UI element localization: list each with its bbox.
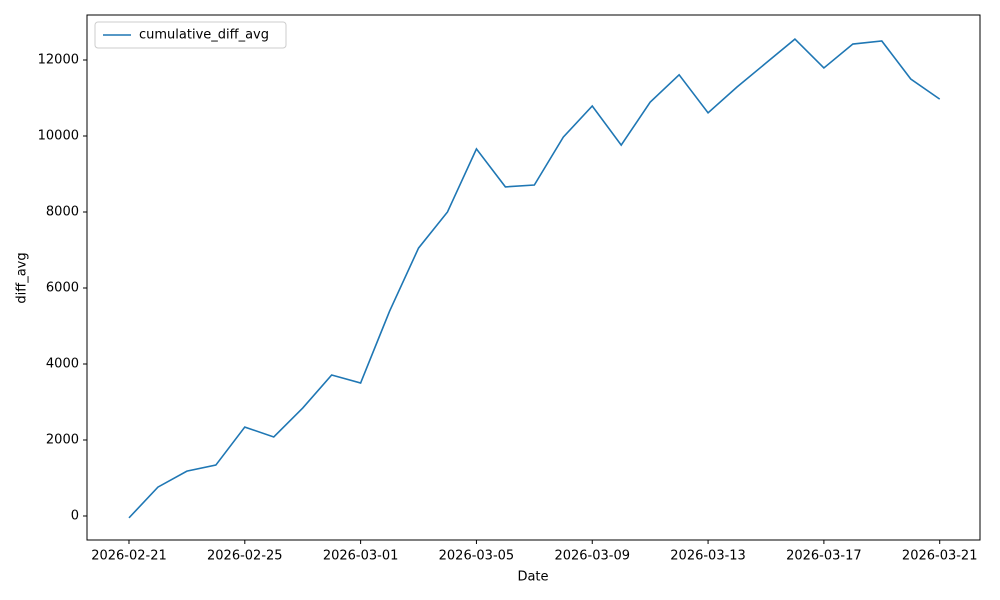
x-tick-label: 2026-03-21: [902, 549, 978, 564]
y-tick-label: 2000: [46, 432, 79, 447]
x-tick-label: 2026-03-17: [786, 549, 862, 564]
x-tick-label: 2026-02-21: [91, 549, 167, 564]
plot-frame: [86, 14, 981, 541]
x-tick-label: 2026-03-05: [439, 549, 515, 564]
x-tick-label: 2026-03-01: [323, 549, 399, 564]
legend-label: cumulative_diff_avg: [139, 28, 269, 43]
x-tick-label: 2026-03-09: [554, 549, 630, 564]
x-tick-label: 2026-02-25: [207, 549, 283, 564]
y-tick-label: 6000: [46, 280, 79, 295]
x-tick-label: 2026-03-13: [670, 549, 746, 564]
y-tick-label: 8000: [46, 204, 79, 219]
x-axis-label: Date: [517, 570, 548, 585]
y-tick-label: 4000: [46, 356, 79, 371]
legend-box: [94, 21, 287, 49]
y-tick-label: 10000: [38, 128, 79, 143]
y-tick-label: 0: [71, 508, 79, 523]
data-line: [128, 38, 941, 519]
y-axis-label: diff_avg: [15, 252, 30, 303]
y-tick-label: 12000: [38, 52, 79, 67]
